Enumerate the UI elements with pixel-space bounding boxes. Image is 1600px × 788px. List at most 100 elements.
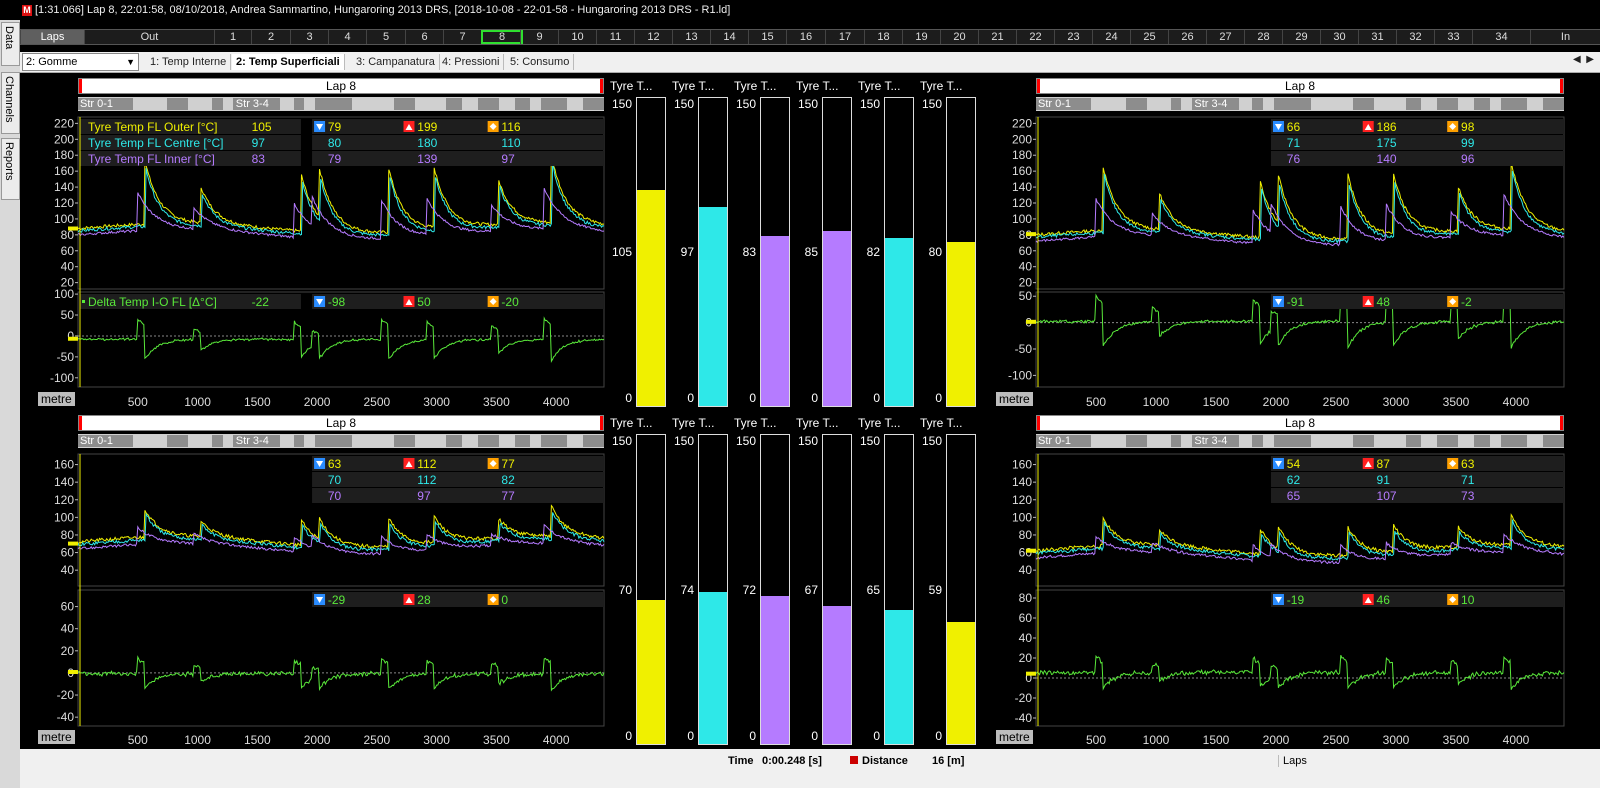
- lap-cell-18[interactable]: 18: [864, 30, 902, 44]
- time-value: 0:00.248 [s]: [762, 755, 822, 767]
- lap-cell-1[interactable]: 1: [214, 30, 251, 44]
- side-tab-channels[interactable]: Channels: [1, 72, 20, 134]
- lap-cell-26[interactable]: 26: [1168, 30, 1206, 44]
- tab-scroll-arrows[interactable]: ◀ ▶: [1573, 54, 1594, 65]
- sector-block: [293, 98, 305, 110]
- gauge-frame: [698, 97, 728, 407]
- lap-cell-21[interactable]: 21: [978, 30, 1016, 44]
- lap-cell-8[interactable]: 8: [481, 30, 523, 44]
- gauge-fill: [699, 206, 727, 406]
- gauge-min-label: 0: [811, 391, 818, 405]
- lap-cell-33[interactable]: 33: [1434, 30, 1472, 44]
- lap-cell-19[interactable]: 19: [902, 30, 940, 44]
- plot-panel-top-right[interactable]: Lap 8 Str 0-1 Str 3-4 220 200 180 160 140 120 100…: [980, 77, 1566, 409]
- tab-consumo[interactable]: 5: Consumo: [506, 54, 575, 70]
- sector-block: [1542, 435, 1564, 447]
- lap-cell-31[interactable]: 31: [1358, 30, 1396, 44]
- lap-cell-Out[interactable]: Out: [84, 30, 214, 44]
- y-tick-label: 80: [61, 228, 75, 242]
- distance-value: 16 [m]: [932, 755, 965, 767]
- legend-min-value: 65: [1287, 489, 1301, 503]
- x-tick-label: 3500: [1443, 395, 1470, 409]
- sector-block: [1036, 435, 1092, 447]
- chevron-left-icon[interactable]: ◀: [1573, 54, 1581, 65]
- y-tick-label: 80: [1019, 228, 1033, 242]
- lap-cell-14[interactable]: 14: [710, 30, 748, 44]
- lap-cell-23[interactable]: 23: [1054, 30, 1092, 44]
- x-tick-label: 3000: [1383, 395, 1410, 409]
- lap-cell-28[interactable]: 28: [1244, 30, 1282, 44]
- lap-cell-15[interactable]: 15: [748, 30, 786, 44]
- lap-cell-11[interactable]: 11: [596, 30, 634, 44]
- lap-cell-16[interactable]: 16: [786, 30, 825, 44]
- lap-cell-22[interactable]: 22: [1016, 30, 1054, 44]
- lap-cell-10[interactable]: 10: [558, 30, 596, 44]
- lap-cell-12[interactable]: 12: [634, 30, 672, 44]
- y-tick-label: 200: [54, 132, 74, 146]
- gauge-value-label: 105: [611, 245, 632, 259]
- gauge-title: Tyre T...: [858, 416, 901, 430]
- legend-min-value: -91: [1287, 295, 1305, 309]
- plot-panel-bottom-right[interactable]: Lap 8 Str 0-1 Str 3-4 160 140 120 100 80 60 40 54 8…: [980, 414, 1566, 747]
- gauge-fill: [699, 591, 727, 744]
- lap-cell-7[interactable]: 7: [443, 30, 481, 44]
- lap-cell-3[interactable]: 3: [290, 30, 328, 44]
- plot-panel-bottom-left[interactable]: Lap 8 Str 0-1 Str 3-4 160 140 120 100 80 60 40 63 1…: [22, 414, 606, 747]
- legend-bg: [1270, 456, 1564, 471]
- lap-cell-32[interactable]: 32: [1396, 30, 1434, 44]
- legend-bg: [1270, 488, 1564, 503]
- chevron-right-icon[interactable]: ▶: [1586, 54, 1594, 65]
- lap-cell-In[interactable]: In: [1530, 30, 1600, 44]
- tab-campanatura[interactable]: 3: Campanatura: [352, 54, 440, 70]
- legend-avg-value: 63: [1461, 457, 1475, 471]
- lap-cell-20[interactable]: 20: [940, 30, 978, 44]
- tab-temp-superficiali[interactable]: 2: Temp Superficiali: [232, 54, 345, 70]
- y-tick-label: 40: [61, 622, 75, 636]
- lap-cell-29[interactable]: 29: [1282, 30, 1320, 44]
- cursor-value-marker: [68, 541, 78, 546]
- side-tab-reports[interactable]: Reports: [1, 138, 20, 200]
- legend-max-value: 112: [417, 473, 436, 487]
- gauge-max-label: 150: [673, 434, 694, 448]
- series-delta-line: [77, 316, 605, 364]
- lap-cell-9[interactable]: 9: [520, 30, 558, 44]
- lap-cell-4[interactable]: 4: [328, 30, 366, 44]
- lap-cell-24[interactable]: 24: [1092, 30, 1130, 44]
- lap-cell-17[interactable]: 17: [825, 30, 864, 44]
- lap-cell-30[interactable]: 30: [1320, 30, 1358, 44]
- sector-strip: Str 0-1 Str 3-4: [1036, 97, 1564, 111]
- lap-cell-34[interactable]: 34: [1472, 30, 1530, 44]
- tab-pressioni[interactable]: 4: Pressioni: [438, 54, 505, 70]
- lap-cell-27[interactable]: 27: [1206, 30, 1244, 44]
- lap-cell-13[interactable]: 13: [672, 30, 710, 44]
- sector-block: [1170, 435, 1182, 447]
- lap-cell-2[interactable]: 2: [251, 30, 290, 44]
- y-tick-label: 20: [61, 276, 75, 290]
- legend-max-value: 46: [1377, 593, 1391, 607]
- sector-block: [1474, 98, 1491, 110]
- lap-cell-25[interactable]: 25: [1130, 30, 1168, 44]
- legend-current-value: 105: [252, 120, 272, 134]
- side-tab-data[interactable]: Data: [1, 22, 20, 66]
- legend-channel-name: Tyre Temp FL Outer [°C]: [88, 120, 218, 134]
- legend-avg-value: 82: [501, 473, 515, 487]
- legend-avg-value: -20: [501, 295, 519, 309]
- series-delta-line: [1035, 654, 1565, 691]
- legend-bg: [312, 456, 604, 471]
- legend-min-value: -29: [328, 593, 346, 607]
- y-tick-label: 40: [1019, 631, 1033, 645]
- lap-cell-6[interactable]: 6: [405, 30, 443, 44]
- workbook-select[interactable]: 2: Gomme ▼: [22, 53, 139, 71]
- y-tick-label: 120: [1012, 196, 1032, 210]
- y-tick-label: -100: [50, 371, 74, 385]
- y-tick-label: 180: [1012, 148, 1032, 162]
- plot-panel-top-left[interactable]: Lap 8 Str 0-1 Str 3-4 220 200 180 160 140 120 100…: [22, 77, 606, 409]
- min-triangle-glyph: [1274, 299, 1282, 305]
- tyre-temp-gauges-bottom: Tyre T... 150 0 70 Tyre T... 150 0 74 Tyre T... 1…: [608, 414, 978, 747]
- sector-block: [1405, 435, 1422, 447]
- tab-temp-interne[interactable]: 1: Temp Interne: [146, 54, 232, 70]
- min-triangle-glyph: [1274, 124, 1282, 130]
- lap-cell-5[interactable]: 5: [366, 30, 405, 44]
- lap-header: Lap 8: [1036, 415, 1564, 431]
- laps-header: Laps: [20, 30, 84, 44]
